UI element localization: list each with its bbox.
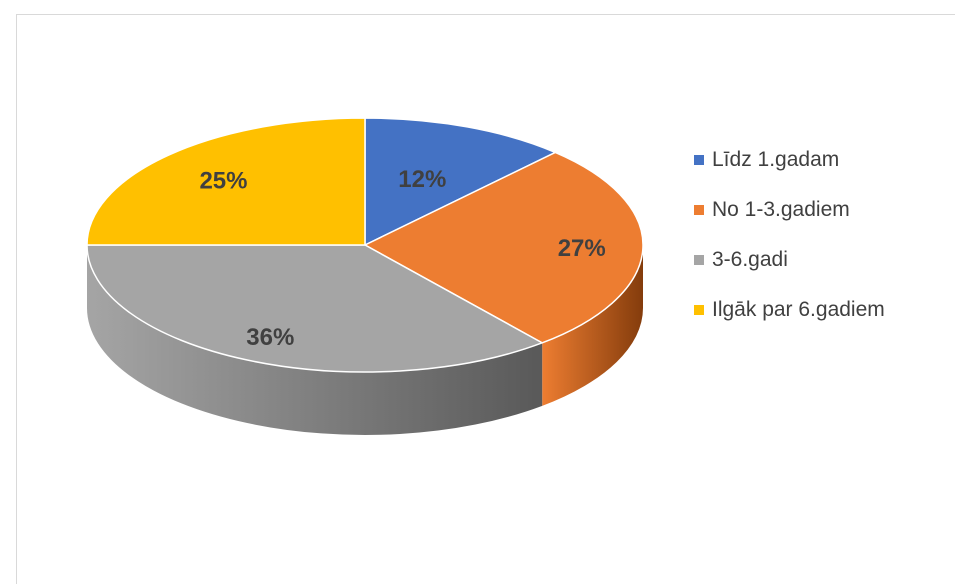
legend-swatch-blue bbox=[694, 155, 704, 165]
legend-item-ilgak-par-6-gadiem: Ilgāk par 6.gadiem bbox=[694, 285, 885, 335]
pie-slice bbox=[86, 117, 366, 246]
data-label: 25% bbox=[199, 167, 247, 194]
pie-slice-side bbox=[542, 245, 643, 406]
legend-item-lidz-1-gadam: Līdz 1.gadam bbox=[694, 135, 885, 185]
data-label: 27% bbox=[558, 235, 606, 262]
legend-label: No 1-3.gadiem bbox=[712, 198, 850, 221]
legend-label: 3-6.gadi bbox=[712, 248, 788, 271]
data-label: 12% bbox=[398, 166, 446, 193]
legend-swatch-gray bbox=[694, 255, 704, 265]
pie-slice bbox=[86, 244, 543, 373]
data-label: 36% bbox=[246, 324, 294, 351]
legend-swatch-yellow bbox=[694, 305, 704, 315]
pie-slice-side bbox=[87, 245, 543, 435]
legend-label: Ilgāk par 6.gadiem bbox=[712, 298, 885, 321]
legend-item-3-6-gadi: 3-6.gadi bbox=[694, 235, 885, 285]
legend-swatch-orange bbox=[694, 205, 704, 215]
pie-slice bbox=[364, 117, 557, 246]
pie-slice bbox=[364, 151, 644, 344]
legend-item-no-1-3-gadiem: No 1-3.gadiem bbox=[694, 185, 885, 235]
legend-label: Līdz 1.gadam bbox=[712, 148, 840, 171]
legend: Līdz 1.gadam No 1-3.gadiem 3-6.gadi Ilgā… bbox=[694, 135, 885, 335]
